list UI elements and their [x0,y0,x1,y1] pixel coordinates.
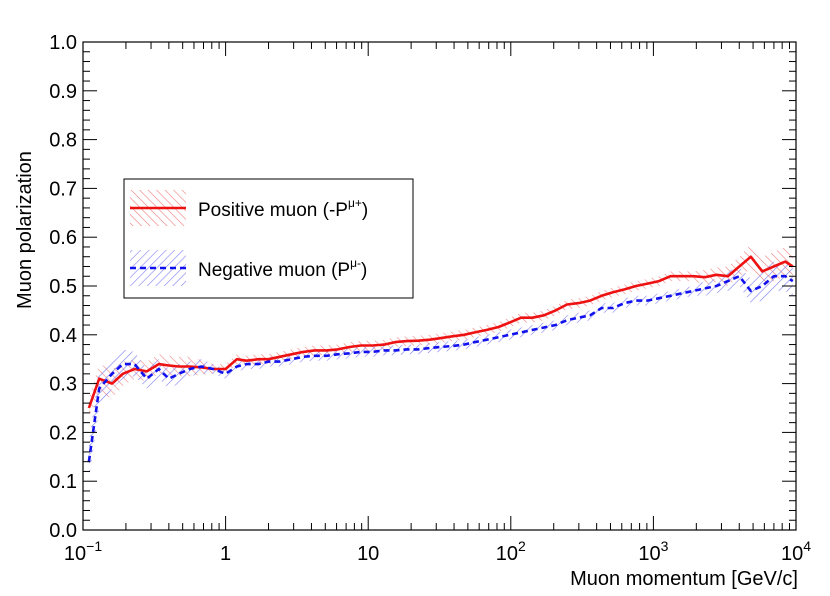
legend-label-negative-sup: μ- [350,256,361,270]
x-tick-label: 102 [496,538,526,565]
y-tick-label: 0.5 [49,276,77,298]
y-tick-label: 0.1 [49,471,77,493]
x-tick-label: 103 [638,538,668,565]
y-tick-label: 0.7 [49,178,77,200]
x-tick-label: 10 [357,543,379,565]
x-tick-label: 10−1 [64,538,102,565]
y-tick-label: 0.9 [49,81,77,103]
x-tick-label: 104 [781,538,811,565]
x-tick-label: 1 [220,543,231,565]
y-axis-title: Muon polarization [14,151,36,309]
series-line-negative-muon [87,274,794,462]
legend-label-positive-main: Positive muon (-P [198,200,348,221]
x-axis-title: Muon momentum [GeV/c] [570,568,798,590]
y-tick-label: 0.6 [49,227,77,249]
legend-swatch-band-negative [130,250,186,286]
legend-label-positive: Positive muon (-Pμ+) [198,196,368,221]
legend-label-negative: Negative muon (Pμ-) [198,256,367,281]
y-tick-label: 0.0 [49,520,77,542]
y-tick-label: 1.0 [49,32,77,54]
y-tick-label: 0.3 [49,374,77,396]
y-tick-label: 0.2 [49,422,77,444]
plot-frame [82,41,797,531]
legend: Positive muon (-Pμ+) Negative muon (Pμ-) [123,178,414,299]
y-tick-label: 0.8 [49,130,77,152]
band-positive-muon [88,244,793,418]
legend-label-negative-main: Negative muon (P [198,260,350,281]
series-line-positive-muon [87,255,794,409]
legend-label-positive-suffix: ) [362,200,368,221]
y-tick-label: 0.4 [49,325,77,347]
legend-label-positive-sup: μ+ [348,196,362,210]
legend-label-negative-suffix: ) [361,260,367,281]
